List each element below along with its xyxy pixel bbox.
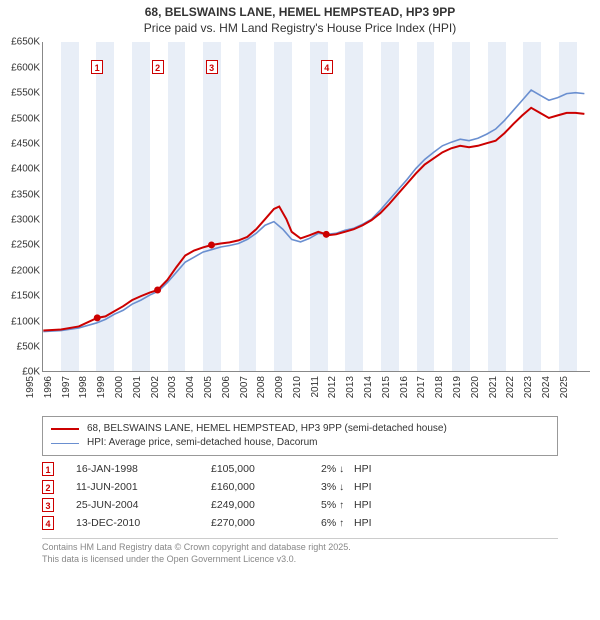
plot-region: 1 2 3 4: [42, 42, 590, 372]
legend-swatch-price-paid: [51, 428, 79, 430]
table-marker-1: 1: [42, 462, 54, 476]
legend: 68, BELSWAINS LANE, HEMEL HEMPSTEAD, HP3…: [42, 416, 558, 456]
tx-date: 13-DEC-2010: [76, 517, 211, 529]
tx-pct: 3% ↓ HPI: [321, 481, 377, 493]
title-line-1: 68, BELSWAINS LANE, HEMEL HEMPSTEAD, HP3…: [0, 4, 600, 20]
transactions-table: 1 16-JAN-1998£105,0002% ↓ HPI 2 11-JUN-2001…: [42, 460, 558, 532]
table-marker-2: 2: [42, 480, 54, 494]
tx-pct: 6% ↑ HPI: [321, 517, 377, 529]
x-axis-label: 2025: [559, 376, 593, 398]
y-axis-label: £150K: [0, 291, 40, 302]
tx-date: 16-JAN-1998: [76, 463, 211, 475]
tx-price: £160,000: [211, 481, 321, 493]
y-axis-label: £600K: [0, 62, 40, 73]
table-row: 3 25-JUN-2004£249,0005% ↑ HPI: [42, 496, 558, 514]
chart-title-block: 68, BELSWAINS LANE, HEMEL HEMPSTEAD, HP3…: [0, 0, 600, 36]
series-hpi: [43, 90, 584, 331]
chart-marker-dot-2: [154, 287, 161, 294]
footer-line-1: Contains HM Land Registry data © Crown c…: [42, 542, 558, 554]
y-axis-label: £250K: [0, 240, 40, 251]
arrow-down-icon: ↓: [339, 464, 351, 475]
legend-row-hpi: HPI: Average price, semi-detached house,…: [51, 436, 549, 450]
legend-label-price-paid: 68, BELSWAINS LANE, HEMEL HEMPSTEAD, HP3…: [87, 422, 447, 436]
legend-label-hpi: HPI: Average price, semi-detached house,…: [87, 436, 318, 450]
footer: Contains HM Land Registry data © Crown c…: [42, 538, 558, 565]
y-axis-label: £450K: [0, 138, 40, 149]
chart-marker-4: 4: [321, 60, 333, 74]
footer-line-2: This data is licensed under the Open Gov…: [42, 554, 558, 566]
table-row: 2 11-JUN-2001£160,0003% ↓ HPI: [42, 478, 558, 496]
y-axis-label: £400K: [0, 164, 40, 175]
chart-marker-dot-1: [94, 315, 101, 322]
chart-marker-3: 3: [206, 60, 218, 74]
table-marker-3: 3: [42, 498, 54, 512]
arrow-up-icon: ↑: [339, 500, 351, 511]
legend-swatch-hpi: [51, 443, 79, 444]
arrow-down-icon: ↓: [339, 482, 351, 493]
chart-marker-2: 2: [152, 60, 164, 74]
tx-date: 25-JUN-2004: [76, 499, 211, 511]
plot-svg: [43, 42, 590, 371]
series-price_paid: [43, 108, 584, 331]
chart-marker-dot-4: [323, 231, 330, 238]
y-axis-label: £500K: [0, 113, 40, 124]
title-line-2: Price paid vs. HM Land Registry's House …: [0, 20, 600, 36]
tx-pct: 5% ↑ HPI: [321, 499, 377, 511]
y-axis-label: £200K: [0, 265, 40, 276]
legend-row-price-paid: 68, BELSWAINS LANE, HEMEL HEMPSTEAD, HP3…: [51, 422, 549, 436]
y-axis-label: £550K: [0, 88, 40, 99]
table-marker-4: 4: [42, 516, 54, 530]
arrow-up-icon: ↑: [339, 518, 351, 529]
chart-marker-1: 1: [91, 60, 103, 74]
tx-price: £105,000: [211, 463, 321, 475]
tx-date: 11-JUN-2001: [76, 481, 211, 493]
y-axis-label: £100K: [0, 316, 40, 327]
chart-area: 1234 £0K£50K£100K£150K£200K£250K£300K£35…: [0, 36, 600, 410]
chart-marker-dot-3: [208, 242, 215, 249]
tx-price: £270,000: [211, 517, 321, 529]
y-axis-label: £350K: [0, 189, 40, 200]
y-axis-label: £650K: [0, 37, 40, 48]
tx-price: £249,000: [211, 499, 321, 511]
y-axis-label: £50K: [0, 341, 40, 352]
tx-pct: 2% ↓ HPI: [321, 463, 377, 475]
y-axis-label: £300K: [0, 215, 40, 226]
table-row: 4 13-DEC-2010£270,0006% ↑ HPI: [42, 514, 558, 532]
table-row: 1 16-JAN-1998£105,0002% ↓ HPI: [42, 460, 558, 478]
